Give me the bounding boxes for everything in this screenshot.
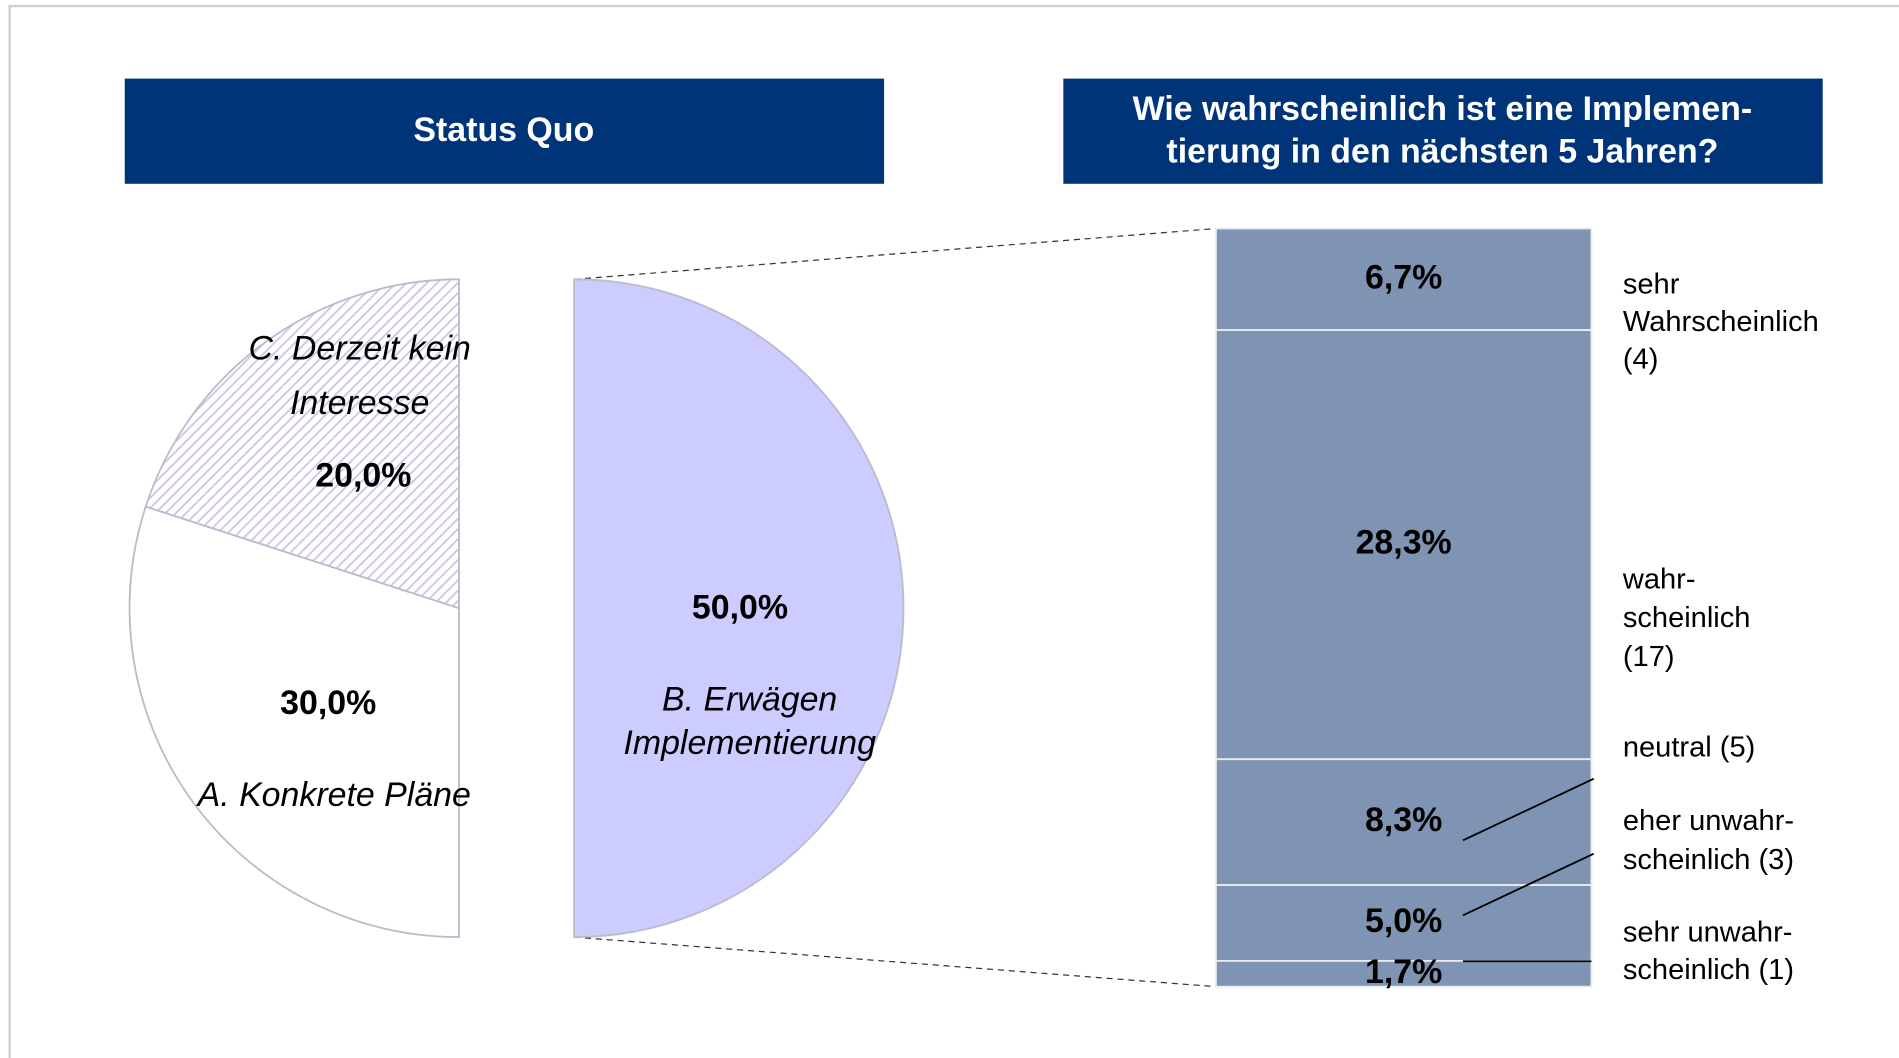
category-label: neutral (5) [1623,731,1755,763]
value-label: 30,0% [280,684,376,722]
connector [574,936,1216,988]
chart-title: Wie wahrscheinlich ist eine Implemen-tie… [1133,90,1753,170]
bar-segment [1215,959,1593,988]
leader-line [1462,852,1595,917]
slice-label: B. Erwägen Implementierung [623,680,876,761]
leader-line [1462,777,1595,842]
value-label: 50,0% [692,588,788,626]
slice-label: A. Konkrete Pläne [196,776,471,814]
bar-segment [1215,329,1593,761]
value-label: 20,0% [315,457,411,495]
value-label: 5,0% [1365,902,1442,940]
value-label: 28,3% [1356,524,1452,562]
pie-slice [128,505,460,938]
header-box [124,78,885,184]
category-label: wahr-scheinlich (17) [1622,563,1751,672]
value-label: 6,7% [1365,258,1442,296]
header-box [1063,78,1823,184]
category-label: sehr unwahr-scheinlich (1) [1623,916,1794,985]
slice-label: C. Derzeit kein Interesse [249,330,471,422]
pie-slice [144,278,460,610]
connector [574,227,1216,280]
pie-slice [573,278,905,938]
bar-segment [1215,227,1593,332]
category-label: sehr Wahrscheinlich (4) [1623,268,1819,375]
value-label: 8,3% [1365,801,1442,839]
value-label: 1,7% [1365,953,1442,991]
frame [8,4,1899,1058]
bar-segment [1215,884,1593,962]
chart-title: Status Quo [413,111,594,149]
category-label: eher unwahr-scheinlich (3) [1623,805,1794,876]
